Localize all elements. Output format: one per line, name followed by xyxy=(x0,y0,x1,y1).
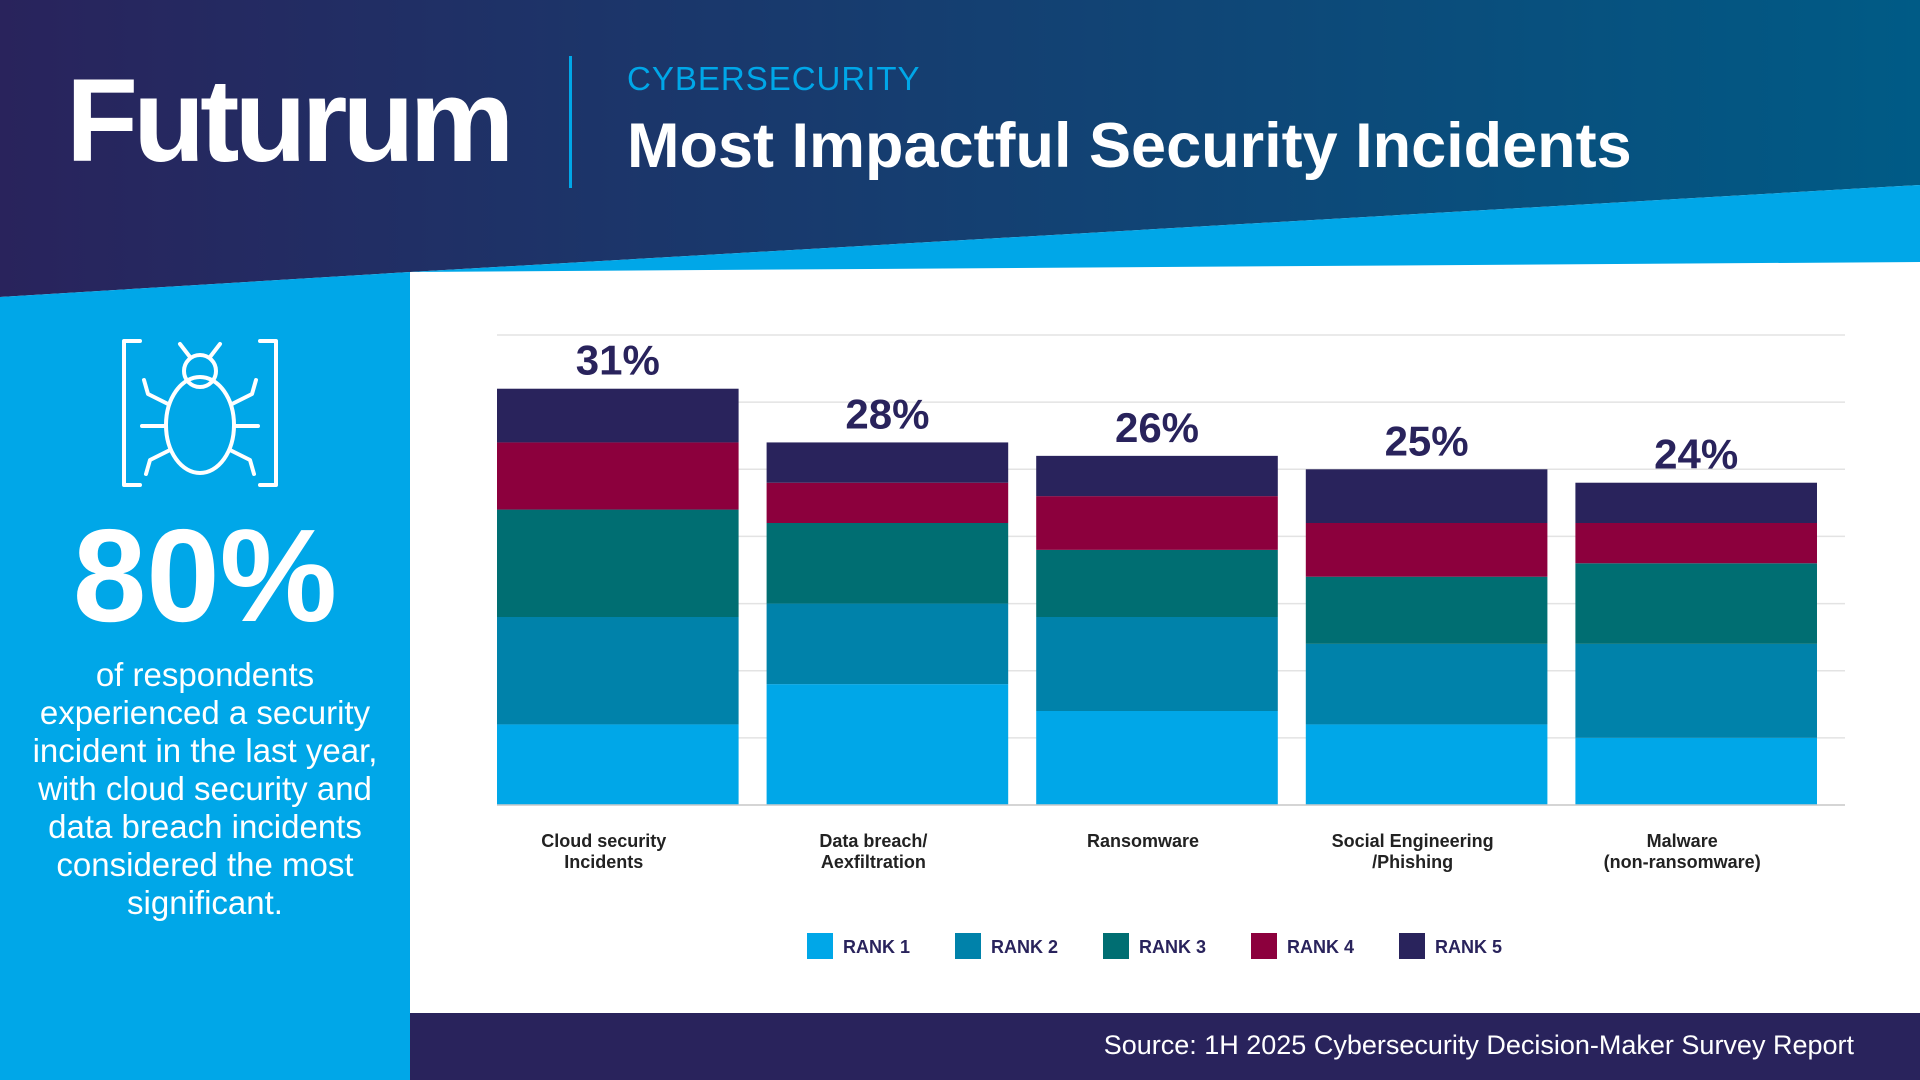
bar-segment-rank-3 xyxy=(1036,549,1278,617)
bar-total-label: 25% xyxy=(1385,417,1469,464)
bar-segment-rank-5 xyxy=(497,388,739,443)
bar-total-label: 31% xyxy=(576,337,660,384)
bar-segment-rank-2 xyxy=(1036,617,1278,711)
legend-label-rank-4: RANK 4 xyxy=(1287,937,1354,957)
category-label: CYBERSECURITY xyxy=(627,60,921,97)
bar-segment-rank-2 xyxy=(1305,643,1548,725)
legend-swatch-rank-3 xyxy=(1103,933,1129,959)
bar-segment-rank-2 xyxy=(1575,643,1817,738)
legend-swatch-rank-2 xyxy=(955,933,981,959)
category-label: /Phishing xyxy=(1372,852,1453,872)
bar-segment-rank-4 xyxy=(1305,523,1548,577)
bar-total-label: 28% xyxy=(845,390,929,437)
header-accent-stripe xyxy=(410,185,1920,272)
bar-segment-rank-5 xyxy=(1575,482,1817,523)
legend-label-rank-3: RANK 3 xyxy=(1139,937,1206,957)
bug-icon xyxy=(122,339,278,487)
bar-segment-rank-1 xyxy=(497,724,739,805)
category-label: Ransomware xyxy=(1087,831,1199,851)
category-label: (non-ransomware) xyxy=(1604,852,1761,872)
category-label: Malware xyxy=(1647,831,1718,851)
category-label: Incidents xyxy=(564,852,643,872)
legend-label-rank-1: RANK 1 xyxy=(843,937,910,957)
futurum-logo: Futurum xyxy=(66,55,514,187)
category-label: Aexfiltration xyxy=(821,852,926,872)
bar-total-label: 24% xyxy=(1654,431,1738,478)
bar-segment-rank-4 xyxy=(1036,496,1278,550)
header-band xyxy=(0,0,1920,297)
bar-segment-rank-1 xyxy=(1305,724,1548,805)
bar-segment-rank-4 xyxy=(1575,523,1817,564)
bar-segment-rank-1 xyxy=(766,684,1009,805)
sidebar-panel xyxy=(0,272,410,1080)
category-label: Social Engineering xyxy=(1332,831,1494,851)
category-label: Data breach/ xyxy=(819,831,927,851)
stat-value: 80% xyxy=(72,502,338,649)
legend-label-rank-2: RANK 2 xyxy=(991,937,1058,957)
category-label: Cloud security xyxy=(541,831,666,851)
bar-segment-rank-4 xyxy=(766,482,1009,523)
stat-description: of respondents experienced a security in… xyxy=(32,656,378,921)
footer-band xyxy=(410,1013,1920,1080)
bar-segment-rank-5 xyxy=(1036,455,1278,497)
bar-segment-rank-1 xyxy=(1575,737,1817,805)
bar-segment-rank-3 xyxy=(1305,576,1548,644)
bar-segment-rank-3 xyxy=(1575,563,1817,644)
legend-swatch-rank-5 xyxy=(1399,933,1425,959)
bar-segment-rank-5 xyxy=(766,442,1009,483)
bar-segment-rank-1 xyxy=(1036,711,1278,805)
bar-segment-rank-3 xyxy=(766,523,1009,604)
source-note: Source: 1H 2025 Cybersecurity Decision-M… xyxy=(1103,1030,1854,1060)
legend-swatch-rank-4 xyxy=(1251,933,1277,959)
bar-segment-rank-2 xyxy=(766,603,1009,685)
bar-segment-rank-2 xyxy=(497,617,739,725)
page-title: Most Impactful Security Incidents xyxy=(627,111,1632,181)
bar-segment-rank-4 xyxy=(497,442,739,510)
bar-segment-rank-3 xyxy=(497,509,739,617)
header-divider xyxy=(569,56,572,188)
bar-total-label: 26% xyxy=(1115,404,1199,451)
legend-label-rank-5: RANK 5 xyxy=(1435,937,1502,957)
legend-swatch-rank-1 xyxy=(807,933,833,959)
bar-segment-rank-5 xyxy=(1305,469,1548,523)
